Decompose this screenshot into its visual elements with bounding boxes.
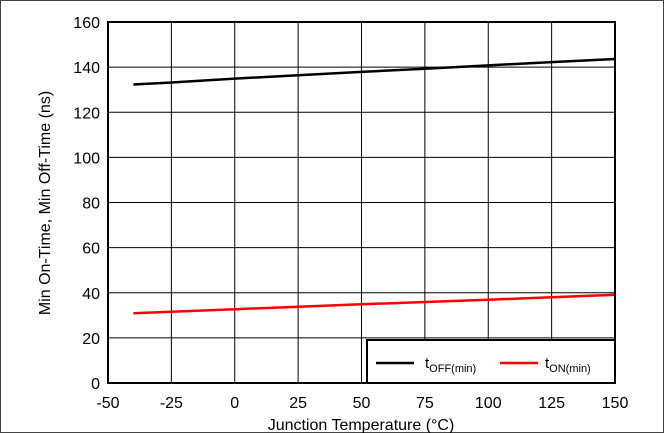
y-axis-label: Min On-Time, Min Off-Time (ns) [37,91,54,315]
y-tick-label: 160 [73,15,100,32]
x-tick-label: 100 [475,395,502,412]
tick-labels: -50 -25 0 25 50 75 100 125 150 0 20 40 60 80 100 120 140… [73,15,628,412]
x-tick-label: 50 [353,395,371,412]
legend-label-ton-main: t [545,355,550,372]
y-tick-label: 140 [73,60,100,77]
y-tick-label: 100 [73,150,100,167]
legend-label-toff-main: t [425,355,430,372]
y-tick-label: 80 [82,196,100,213]
x-tick-label: 150 [602,395,629,412]
x-tick-label: 0 [230,395,239,412]
series-line-ton [133,293,616,315]
y-tick-label: 40 [82,286,100,303]
x-axis-label: Junction Temperature (°C) [268,417,455,433]
y-tick-label: 60 [82,241,100,258]
y-tick-label: 0 [91,376,100,393]
legend-box [366,339,616,384]
x-tick-label: -50 [96,395,119,412]
legend-label-toff-sub: OFF(min) [429,363,476,375]
legend-label-ton: tON(min) [545,355,591,375]
series-layer [133,57,616,315]
legend-label-ton-sub: ON(min) [549,363,591,375]
x-tick-label: 25 [289,395,307,412]
plot-border [107,21,616,384]
legend: tOFF(min) tON(min) [366,339,616,384]
series-line-toff [133,57,616,86]
y-tick-label: 20 [82,331,100,348]
y-tick-label: 120 [73,105,100,122]
x-tick-label: -25 [160,395,183,412]
legend-label-toff: tOFF(min) [425,355,476,375]
x-tick-label: 125 [538,395,565,412]
x-tick-label: 75 [416,395,434,412]
